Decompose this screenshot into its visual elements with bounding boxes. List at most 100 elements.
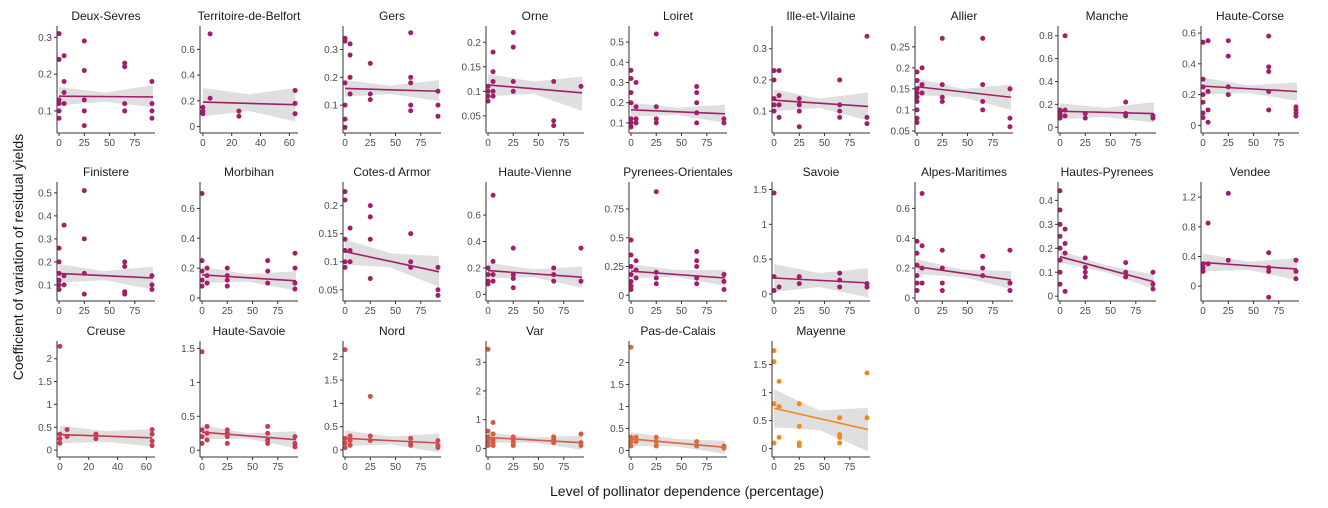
data-point bbox=[1007, 280, 1013, 286]
data-point bbox=[796, 102, 802, 108]
y-tick-label: 1.5 bbox=[753, 185, 767, 196]
data-point bbox=[914, 107, 920, 113]
x-tick-label: 75 bbox=[844, 138, 856, 149]
y-tick-label: 0 bbox=[618, 446, 624, 457]
panel-savoie: Savoie 0 0.5 1 1.5 0 25 50 75 bbox=[753, 165, 870, 317]
y-tick-label: 1 bbox=[618, 402, 624, 413]
x-tick-label: 50 bbox=[676, 462, 688, 473]
data-point bbox=[919, 190, 925, 196]
data-point bbox=[914, 280, 920, 286]
data-point bbox=[1062, 226, 1068, 232]
data-point bbox=[939, 94, 945, 100]
y-tick-label: 0.6 bbox=[1039, 54, 1053, 65]
panel-pyrenees-orientales: Pyrenees-Orientales 0 0.25 0.5 0.75 0 25 50 75 bbox=[605, 165, 733, 317]
data-point bbox=[1266, 64, 1272, 70]
data-point bbox=[56, 115, 62, 121]
data-point bbox=[1200, 39, 1206, 45]
data-point bbox=[1205, 38, 1211, 44]
data-point bbox=[435, 287, 441, 293]
x-tick-label: 25 bbox=[651, 138, 663, 149]
data-point bbox=[1057, 115, 1063, 121]
data-point bbox=[771, 359, 777, 365]
y-tick-label: 0.4 bbox=[1039, 77, 1053, 88]
panel-cotes-d-armor: Cotes-d Armor 0.05 0.1 0.15 0.2 0 25 50 75 bbox=[319, 165, 441, 317]
panel-morbihan: Morbihan 0 0.2 0.4 0.6 0 25 50 75 bbox=[181, 165, 298, 317]
x-tick-label: 60 bbox=[284, 138, 296, 149]
data-point bbox=[1057, 281, 1063, 287]
y-tick-label: 0.5 bbox=[610, 233, 624, 244]
y-tick-label: 0.4 bbox=[467, 237, 481, 248]
data-point bbox=[1057, 221, 1063, 227]
y-tick-label: 0.5 bbox=[38, 423, 52, 434]
data-point bbox=[1293, 276, 1299, 282]
x-axis-title: Level of pollinator dependence (percenta… bbox=[550, 483, 824, 499]
panel-finistere: Finistere 0.1 0.2 0.3 0.4 0.5 0 25 50 75 bbox=[38, 165, 155, 317]
data-point bbox=[57, 440, 63, 446]
regression-line bbox=[773, 407, 869, 431]
y-tick-label: 0 bbox=[904, 294, 910, 305]
panel-title: Allier bbox=[951, 9, 978, 23]
data-point bbox=[837, 415, 843, 421]
data-point bbox=[408, 74, 414, 80]
data-point bbox=[149, 443, 155, 449]
data-point bbox=[721, 120, 727, 126]
x-tick-label: 75 bbox=[701, 462, 713, 473]
data-point bbox=[776, 68, 782, 74]
data-point bbox=[1150, 281, 1156, 287]
regression-line bbox=[344, 437, 440, 444]
x-tick-label: 0 bbox=[628, 138, 634, 149]
data-point bbox=[1293, 257, 1299, 263]
data-point bbox=[1200, 92, 1206, 98]
regression-line bbox=[344, 87, 440, 93]
data-point bbox=[342, 189, 348, 195]
data-point bbox=[367, 91, 373, 97]
x-tick-label: 0 bbox=[56, 138, 62, 149]
y-tick-label: 1 bbox=[761, 220, 767, 231]
panel-alpes-maritimes: Alpes-Maritimes 0 0.2 0.4 0.6 0 25 50 75 bbox=[896, 165, 1013, 317]
y-tick-label: 0.2 bbox=[181, 264, 195, 275]
data-point bbox=[204, 437, 210, 443]
y-tick-label: 0.6 bbox=[896, 204, 910, 215]
data-point bbox=[224, 277, 230, 283]
x-tick-label: 50 bbox=[676, 138, 688, 149]
data-point bbox=[628, 90, 634, 96]
data-point bbox=[510, 276, 516, 282]
data-point bbox=[633, 120, 639, 126]
y-tick-label: 2 bbox=[618, 358, 624, 369]
data-point bbox=[1205, 88, 1211, 94]
data-point bbox=[939, 280, 945, 286]
y-tick-label: 0.5 bbox=[610, 38, 624, 49]
regression-line bbox=[773, 99, 869, 108]
data-point bbox=[721, 278, 727, 284]
x-tick-label: 50 bbox=[1248, 138, 1260, 149]
x-tick-label: 0 bbox=[771, 138, 777, 149]
data-point bbox=[81, 38, 87, 44]
data-point bbox=[122, 291, 128, 297]
data-point bbox=[342, 102, 348, 108]
data-point bbox=[980, 82, 986, 88]
data-point bbox=[204, 280, 210, 286]
data-point bbox=[292, 434, 298, 440]
regression-line bbox=[1202, 261, 1298, 270]
regression-line bbox=[630, 270, 726, 279]
data-point bbox=[265, 423, 271, 429]
data-point bbox=[1205, 119, 1211, 125]
data-point bbox=[435, 445, 441, 451]
data-point bbox=[81, 291, 87, 297]
x-tick-label: 50 bbox=[533, 306, 545, 317]
y-tick-label: 0.2 bbox=[324, 73, 338, 84]
data-point bbox=[771, 190, 777, 196]
x-tick-label: 75 bbox=[701, 306, 713, 317]
data-point bbox=[199, 349, 205, 355]
data-point bbox=[721, 272, 727, 278]
x-tick-label: 25 bbox=[365, 138, 377, 149]
x-tick-label: 0 bbox=[199, 462, 205, 473]
x-tick-label: 0 bbox=[1200, 306, 1206, 317]
data-point bbox=[1150, 286, 1156, 292]
regression-line bbox=[487, 436, 583, 444]
x-tick-label: 75 bbox=[558, 462, 570, 473]
data-point bbox=[347, 91, 353, 97]
y-tick-label: 0.4 bbox=[896, 234, 910, 245]
y-tick-label: 0.2 bbox=[1039, 100, 1053, 111]
data-point bbox=[485, 93, 491, 99]
